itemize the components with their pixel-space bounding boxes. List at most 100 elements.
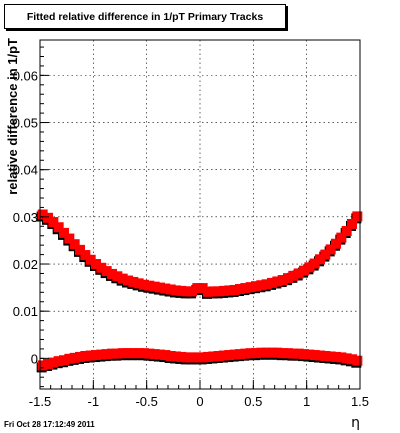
y-tick-label: 0.02 (13, 257, 38, 272)
data-point (213, 286, 224, 297)
data-point (149, 281, 160, 292)
data-point (256, 347, 267, 358)
data-point (331, 238, 341, 249)
data-point (336, 232, 347, 243)
data-point (341, 353, 352, 364)
data-point (107, 268, 117, 279)
data-point (272, 347, 283, 358)
data-point (101, 266, 112, 277)
data-point (219, 350, 229, 361)
data-point (171, 351, 181, 362)
data-point (181, 286, 192, 297)
data-point (91, 259, 101, 270)
data-point (224, 350, 235, 361)
data-point (235, 284, 245, 295)
data-point (240, 283, 251, 294)
y-tick-label: 0.05 (13, 116, 38, 131)
data-point (85, 254, 96, 265)
x-tick-label: -1.5 (29, 394, 51, 409)
data-point (288, 348, 299, 359)
data-point (261, 279, 272, 290)
x-tick-label: 0.5 (244, 394, 262, 409)
data-point (117, 273, 128, 284)
data-point (245, 348, 256, 359)
x-tick-label: 0 (196, 394, 203, 409)
data-point (192, 352, 203, 363)
data-point (256, 280, 267, 291)
data-point (352, 211, 363, 222)
data-point (133, 348, 144, 359)
grid-lines (39, 40, 361, 389)
data-point (197, 283, 208, 294)
data-point (299, 349, 309, 360)
data-point (187, 352, 197, 363)
data-point (251, 281, 261, 292)
x-axis-label: η (351, 415, 360, 431)
data-point (165, 284, 176, 295)
data-point (341, 226, 352, 237)
data-point (245, 282, 256, 293)
data-point (293, 348, 304, 359)
data-point (91, 350, 101, 361)
data-point (352, 355, 363, 366)
data-point (123, 275, 133, 286)
data-point (112, 271, 123, 282)
data-point (235, 349, 245, 360)
data-point (224, 285, 235, 296)
data-point (229, 349, 240, 360)
data-point (53, 356, 64, 367)
data-point (128, 276, 139, 287)
data-point (331, 351, 341, 362)
data-point (288, 270, 299, 281)
data-point (59, 227, 69, 238)
data-point (240, 348, 251, 359)
data-point (144, 348, 155, 359)
data-point (320, 350, 331, 361)
data-point (37, 360, 48, 371)
data-point (176, 285, 187, 296)
y-tick-label: 0.06 (13, 68, 38, 83)
y-tick-label: 0.03 (13, 210, 38, 225)
chart-title: Fitted relative difference in 1/pT Prima… (4, 4, 286, 29)
data-point (80, 350, 91, 361)
data-point (267, 277, 277, 288)
data-point (85, 350, 96, 361)
data-point (64, 233, 75, 244)
data-point (160, 283, 171, 294)
data-point (203, 351, 213, 362)
data-point (43, 359, 53, 370)
x-tick-label: -1 (88, 394, 100, 409)
data-point (293, 268, 304, 279)
data-point (304, 349, 315, 360)
data-point (75, 351, 85, 362)
data-point (48, 357, 59, 368)
data-point (48, 217, 59, 228)
data-point (75, 244, 85, 255)
data-point (155, 349, 165, 360)
y-tick-label: 0.04 (13, 163, 38, 178)
data-point (53, 222, 64, 233)
data-point (277, 348, 288, 359)
data-point (139, 348, 149, 359)
data-point (101, 349, 112, 360)
data-point (128, 348, 139, 359)
data-point (261, 347, 272, 358)
data-point (267, 347, 277, 358)
data-point (171, 285, 181, 296)
data-point (325, 244, 336, 255)
data-point (112, 348, 123, 359)
data-point (96, 349, 107, 360)
x-tick-label: 1 (303, 394, 310, 409)
data-point (155, 282, 165, 293)
y-tick-label: 0 (31, 351, 38, 366)
y-tick-label: 0.01 (13, 304, 38, 319)
data-point (315, 254, 325, 265)
data-point (107, 348, 117, 359)
x-tick-label: 1.5 (351, 394, 369, 409)
x-tick-label: -0.5 (135, 394, 157, 409)
data-point (336, 352, 347, 363)
data-point (96, 262, 107, 273)
data-point (213, 350, 224, 361)
data-point (123, 348, 133, 359)
